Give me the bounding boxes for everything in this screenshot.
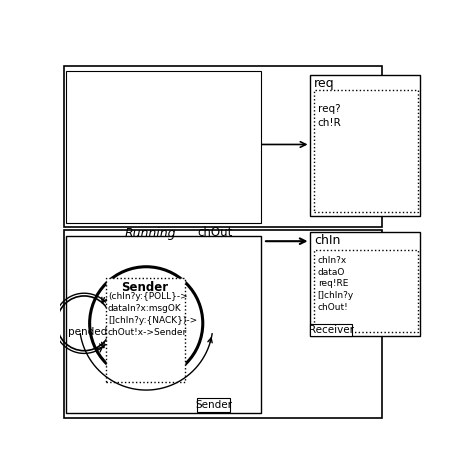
Text: req?
ch!R: req? ch!R [318,104,341,128]
Text: Sender: Sender [195,400,232,410]
Bar [64,230,382,418]
Text: Running: Running [124,227,176,240]
Bar [66,72,261,223]
Text: Receiver: Receiver [309,325,354,335]
Text: (chIn?y:{POLL}->
dataIn?x:msgOK
[]chIn?y:{NACK})->
chOut!x->Sender: (chIn?y:{POLL}-> dataIn?x:msgOK []chIn?y… [108,292,197,337]
Bar [64,66,382,227]
Bar [106,278,184,382]
Bar [197,398,230,412]
Text: Sender: Sender [121,282,169,294]
Bar [314,250,418,332]
Text: chIn: chIn [314,234,340,247]
Bar [66,236,261,413]
Bar [310,324,352,336]
Text: chIn?x
dataO
req!RE
[]chIn?y
chOut!: chIn?x dataO req!RE []chIn?y chOut! [318,256,354,312]
Text: pended: pended [68,328,108,337]
Text: chOut: chOut [197,227,233,239]
Bar [314,90,418,212]
Text: req: req [314,77,335,90]
Bar [310,232,420,336]
Bar [310,75,420,216]
